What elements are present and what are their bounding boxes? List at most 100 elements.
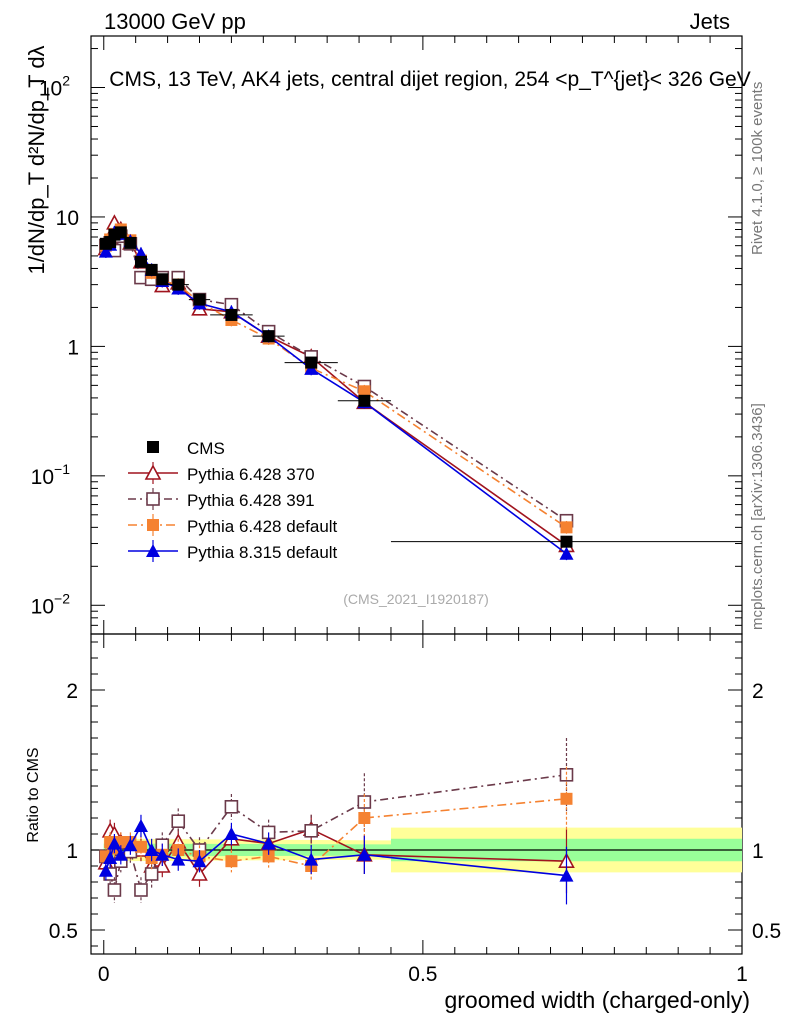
- p8-ratio-point: [224, 827, 239, 840]
- p391-ratio-point: [171, 814, 186, 829]
- ratio-y-axis: 0.5 0.5 1 1 2 2: [49, 641, 781, 947]
- legend-marker: [147, 519, 159, 531]
- p8-ratio-point: [559, 868, 574, 882]
- pdefault-ratio-point: [225, 855, 238, 868]
- y-tick-label: 1: [67, 336, 79, 359]
- ratio-tick-label: 1: [66, 840, 78, 863]
- ratio-tick-label-right: 1: [752, 840, 764, 863]
- pdefault-point: [358, 385, 371, 398]
- legend-label: Pythia 6.428 391: [187, 491, 315, 510]
- cms-point: [193, 293, 206, 306]
- p8-ratio-point: [171, 852, 186, 866]
- y-tick-label: 10−2: [31, 590, 71, 618]
- x-tick-label: 0.5: [408, 963, 437, 986]
- ratio-tick-label: 0.5: [49, 920, 78, 943]
- cms-point: [114, 226, 127, 239]
- ratio-tick-label-right: 0.5: [752, 920, 781, 943]
- series-p8: [98, 225, 574, 561]
- legend-item-p391: Pythia 6.428 391: [128, 488, 315, 510]
- ratio-y-label: Ratio to CMS: [25, 747, 42, 842]
- p8-point: [559, 546, 574, 560]
- rivet-version-label: Rivet 4.1.0, ≥ 100k events: [749, 82, 766, 255]
- y-tick-base: 10: [31, 595, 54, 618]
- cms-point: [145, 263, 158, 276]
- y-tick-base: 10: [39, 78, 62, 101]
- x-tick-label: 0: [98, 963, 110, 986]
- main-y-label: 1/dN/dp_T d²N/dp_T dλ: [24, 45, 49, 274]
- legend-marker: [146, 492, 160, 506]
- p8-ratio-point: [133, 819, 148, 832]
- pdefault-ratio-point: [134, 840, 147, 853]
- mcplots-label: mcplots.cern.ch [arXiv:1306.3436]: [749, 403, 766, 630]
- cms-point: [560, 535, 573, 548]
- x-axis: 0 0.5 1: [98, 36, 748, 986]
- cms-point: [262, 330, 275, 343]
- legend-item-p370: Pythia 6.428 370: [128, 462, 315, 484]
- ratio-tick-label-right: 2: [752, 680, 764, 703]
- ratio-tick-label: 2: [66, 680, 78, 703]
- cms-point: [225, 308, 238, 321]
- ratio-series-p391: [99, 738, 574, 903]
- p8-ratio-point: [103, 851, 118, 864]
- p391-ratio-point: [107, 883, 122, 897]
- analysis-id: (CMS_2021_I1920187): [343, 591, 489, 607]
- cms-point: [156, 273, 169, 286]
- main-series-group: [97, 214, 742, 561]
- header-energy-label: 13000 GeV pp: [104, 9, 246, 34]
- pdefault-ratio-point: [358, 812, 371, 824]
- x-axis-label: groomed width (charged-only): [444, 987, 750, 1013]
- ratio-panel-frame: [90, 633, 743, 955]
- p8-point: [98, 244, 113, 258]
- p8-ratio-point: [155, 847, 170, 861]
- y-tick-exponent: −1: [54, 461, 70, 477]
- legend-label: Pythia 6.428 370: [187, 465, 315, 484]
- p391-ratio-point: [134, 883, 148, 897]
- p8-ratio-point: [98, 863, 113, 877]
- y-tick-label: 10: [56, 207, 79, 230]
- y-tick-label: 10−1: [31, 461, 71, 489]
- pdefault-point: [560, 521, 573, 534]
- p370-ratio-point: [191, 865, 208, 881]
- pdefault-ratio-point: [262, 850, 275, 863]
- p8-ratio-point: [107, 836, 122, 850]
- p8-ratio-point: [192, 854, 207, 868]
- ratio-series-group: [97, 738, 575, 905]
- cms-point: [172, 278, 185, 291]
- p391-ratio-point: [304, 823, 318, 838]
- pdefault-ratio-point: [560, 792, 573, 805]
- legend-marker: [147, 441, 159, 453]
- y-tick-exponent: 2: [62, 73, 70, 89]
- p8-ratio-point: [123, 838, 138, 852]
- p8-ratio-point: [261, 836, 276, 850]
- y-tick-exponent: −2: [54, 590, 70, 606]
- p391-ratio-point: [144, 867, 159, 881]
- legend-label: CMS: [187, 439, 225, 458]
- series-cms: [99, 226, 742, 548]
- legend-item-p8: Pythia 8.315 default: [128, 540, 338, 562]
- legend-label: Pythia 8.315 default: [187, 543, 338, 562]
- legend-label: Pythia 6.428 default: [187, 517, 338, 536]
- cms-point: [305, 356, 318, 369]
- header-group-label: Jets: [690, 9, 730, 34]
- cms-point: [124, 236, 137, 249]
- legend-item-pdefault: Pythia 6.428 default: [128, 514, 338, 536]
- plot-title: CMS, 13 TeV, AK4 jets, central dijet reg…: [109, 68, 750, 91]
- p8-ratio-point: [113, 847, 128, 861]
- y-tick-label: 102: [39, 73, 70, 101]
- p8-ratio-point: [144, 843, 159, 856]
- legend-marker: [146, 544, 160, 557]
- p8-ratio-point: [304, 852, 319, 866]
- plot-title-text: CMS, 13 TeV, AK4 jets, central dijet reg…: [109, 68, 750, 91]
- cms-point: [358, 394, 371, 407]
- legend-item-cms: CMS: [147, 439, 225, 458]
- cms-point: [134, 255, 147, 268]
- p8-ratio-point: [357, 847, 372, 861]
- legend-marker: [144, 464, 162, 480]
- y-tick-base: 10: [31, 466, 54, 489]
- p391-ratio-point: [224, 799, 239, 814]
- legend: CMS Pythia 6.428 370 Pythia 6.428 391 Pythi…: [128, 439, 338, 562]
- ratio-series-p8: [98, 814, 574, 905]
- x-tick-label: 1: [736, 963, 748, 986]
